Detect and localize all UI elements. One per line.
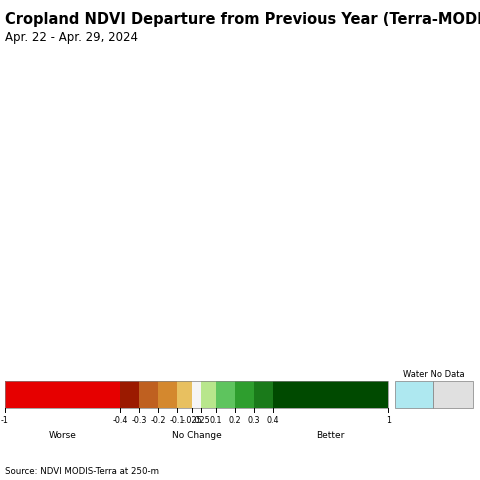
Bar	[254, 382, 273, 408]
Text: 0.3: 0.3	[248, 415, 260, 424]
Text: .025: .025	[192, 415, 210, 424]
Text: -.025: -.025	[181, 415, 202, 424]
Text: -0.4: -0.4	[112, 415, 128, 424]
Text: Worse: Worse	[48, 430, 76, 439]
Bar	[120, 382, 139, 408]
Bar	[216, 382, 235, 408]
Text: Better: Better	[316, 430, 345, 439]
Bar	[139, 382, 158, 408]
Text: -0.3: -0.3	[132, 415, 147, 424]
Text: Water No Data: Water No Data	[403, 370, 465, 378]
Bar	[177, 382, 192, 408]
Bar	[5, 382, 120, 408]
Bar	[201, 382, 216, 408]
Bar	[395, 382, 433, 408]
Bar	[192, 382, 201, 408]
Bar	[5, 382, 388, 408]
Text: 1: 1	[385, 415, 391, 424]
Text: No Change: No Change	[172, 430, 221, 439]
Text: -0.1: -0.1	[169, 415, 185, 424]
Text: 0.1: 0.1	[209, 415, 222, 424]
Bar	[273, 382, 388, 408]
Text: Apr. 22 - Apr. 29, 2024: Apr. 22 - Apr. 29, 2024	[5, 31, 138, 44]
Bar	[235, 382, 254, 408]
Text: -0.2: -0.2	[150, 415, 166, 424]
Text: Cropland NDVI Departure from Previous Year (Terra-MODIS): Cropland NDVI Departure from Previous Ye…	[5, 12, 480, 27]
Bar	[158, 382, 177, 408]
Bar	[433, 382, 473, 408]
Text: -1: -1	[1, 415, 9, 424]
Text: 0.2: 0.2	[228, 415, 241, 424]
Text: Source: NDVI MODIS-Terra at 250-m: Source: NDVI MODIS-Terra at 250-m	[5, 466, 159, 475]
Text: 0.4: 0.4	[267, 415, 279, 424]
